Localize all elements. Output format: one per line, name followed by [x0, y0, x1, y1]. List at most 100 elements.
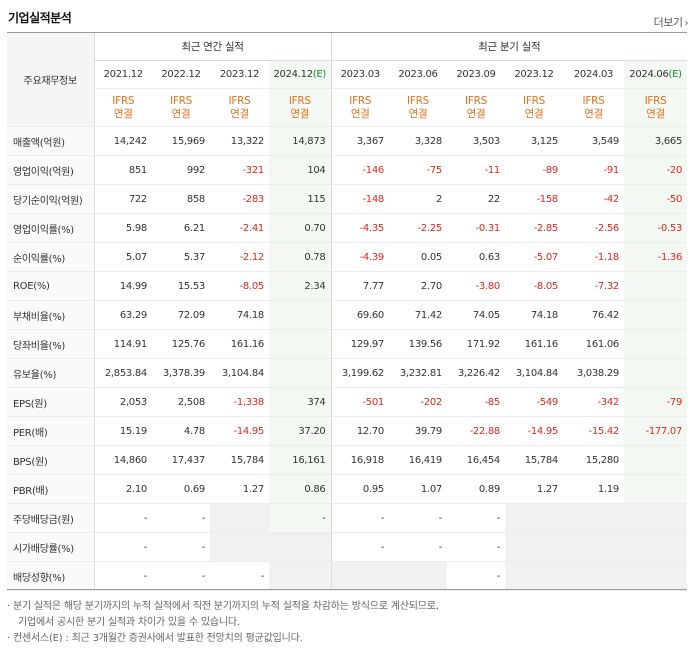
value-cell: -177.07	[624, 416, 688, 446]
period-header: 2021.12	[93, 60, 152, 89]
value-cell: 16,454	[447, 445, 505, 475]
row-label: 유보율(%)	[7, 358, 94, 388]
ifrs-consolidated-link[interactable]: IFRS 연결	[152, 88, 210, 127]
row-label: ROE(%)	[7, 271, 94, 301]
value-cell: -148	[330, 184, 389, 214]
value-cell: 2.10	[93, 474, 152, 504]
value-cell: 161.16	[505, 329, 563, 359]
period-header: 2023.06	[389, 60, 447, 89]
value-cell: 3,328	[389, 126, 447, 156]
row-label: BPS(원)	[7, 445, 94, 475]
value-cell: -14.95	[210, 416, 269, 446]
value-cell: 39.79	[389, 416, 447, 446]
ifrs-label: IFRS	[228, 94, 251, 107]
value-cell: -	[447, 561, 505, 591]
value-cell: 7.77	[330, 271, 389, 301]
value-cell: -1.18	[563, 242, 624, 272]
row-label: 당좌비율(%)	[7, 329, 94, 359]
table-row: 유보율(%) 2,853.84 3,378.39 3,104.84 3,199.62 3,…	[7, 358, 688, 388]
more-label: 더보기	[653, 16, 683, 29]
value-cell: -14.95	[505, 416, 563, 446]
value-cell: -11	[447, 155, 505, 185]
row-label: 시가배당률(%)	[7, 532, 94, 562]
ifrs-consolidated-link[interactable]: IFRS 연결	[505, 88, 563, 127]
value-cell: 16,918	[330, 445, 389, 475]
ifrs-consolidated-link[interactable]: IFRS 연결	[93, 88, 152, 127]
financial-table: 주요재무정보 최근 연간 실적 최근 분기 실적 2021.12 2022.12 2…	[7, 33, 688, 591]
value-cell: -	[93, 561, 152, 591]
consolidated-label: 연결	[466, 107, 486, 120]
period-label: 2023.06	[398, 69, 438, 80]
value-cell: 15.19	[93, 416, 152, 446]
value-cell: -	[210, 561, 269, 591]
period-label: 2022.12	[161, 69, 201, 80]
value-cell: -	[152, 561, 210, 591]
value-cell	[563, 561, 624, 591]
ifrs-label: IFRS	[112, 94, 135, 107]
value-cell: -321	[210, 155, 269, 185]
value-cell: 16,419	[389, 445, 447, 475]
value-cell: 3,199.62	[330, 358, 389, 388]
period-header: 2022.12	[152, 60, 210, 89]
consolidated-label: 연결	[290, 107, 310, 120]
value-cell: 1.27	[505, 474, 563, 504]
consolidated-label: 연결	[584, 107, 603, 120]
value-cell: 5.37	[152, 242, 210, 272]
period-header: 2024.12(E)	[269, 60, 331, 89]
table-row: 부채비율(%) 63.29 72.09 74.18 69.60 71.42 74.05 74.…	[7, 300, 688, 330]
value-cell: 3,038.29	[563, 358, 624, 388]
value-cell: 6.21	[152, 213, 210, 243]
ifrs-consolidated-link[interactable]: IFRS 연결	[389, 88, 447, 127]
value-cell: 1.27	[210, 474, 269, 504]
value-cell: -549	[505, 387, 563, 417]
value-cell	[210, 532, 269, 562]
group-annual: 최근 연간 실적	[93, 33, 331, 61]
value-cell	[505, 561, 563, 591]
row-label: PER(배)	[7, 416, 94, 446]
ifrs-consolidated-link[interactable]: IFRS 연결	[210, 88, 269, 127]
value-cell: -0.53	[624, 213, 688, 243]
table-row: 당기순이익(억원) 722 858 -283 115 -148 2 22 -158 -42 -50	[7, 184, 688, 214]
value-cell: -	[330, 532, 389, 562]
value-cell: -1.36	[624, 242, 688, 272]
value-cell: 5.07	[93, 242, 152, 272]
value-cell: -75	[389, 155, 447, 185]
value-cell: -8.05	[210, 271, 269, 301]
value-cell	[624, 329, 688, 359]
period-header: 2023.03	[330, 60, 389, 89]
value-cell: 3,378.39	[152, 358, 210, 388]
value-cell: -2.41	[210, 213, 269, 243]
value-cell	[389, 561, 447, 591]
table-row: 영업이익(억원) 851 992 -321 104 -146 -75 -11 -89 -91 -20	[7, 155, 688, 185]
table-row: 영업이익률(%) 5.98 6.21 -2.41 0.70 -4.35 -2.25 -0.31…	[7, 213, 688, 243]
period-header: 2024.03	[563, 60, 624, 89]
ifrs-consolidated-link[interactable]: IFRS 연결	[563, 88, 624, 127]
value-cell: -7.32	[563, 271, 624, 301]
value-cell: 161.06	[563, 329, 624, 359]
ifrs-consolidated-link[interactable]: IFRS 연결	[269, 88, 331, 127]
table-row: PER(배) 15.19 4.78 -14.95 37.20 12.70 39.79 -22.…	[7, 416, 688, 446]
period-header: 2023.09	[447, 60, 505, 89]
value-cell: -22.88	[447, 416, 505, 446]
consolidated-label: 연결	[408, 107, 428, 120]
more-link[interactable]: 더보기 ›	[653, 14, 689, 30]
ifrs-consolidated-link[interactable]: IFRS 연결	[624, 88, 688, 127]
estimate-mark: (E)	[668, 69, 683, 80]
table-row: 당좌비율(%) 114.91 125.76 161.16 129.97 139.56 171…	[7, 329, 688, 359]
ifrs-consolidated-link[interactable]: IFRS 연결	[447, 88, 505, 127]
row-label: 영업이익률(%)	[7, 213, 94, 243]
value-cell: 2.70	[389, 271, 447, 301]
value-cell: -146	[330, 155, 389, 185]
value-cell: 74.18	[210, 300, 269, 330]
footnote-quarterly: · 분기 실적은 해당 분기까지의 누적 실적에서 직전 분기까지의 누적 실적…	[7, 601, 439, 612]
value-cell: 3,232.81	[389, 358, 447, 388]
table-row: 시가배당률(%) - - - - -	[7, 532, 688, 562]
ifrs-consolidated-link[interactable]: IFRS 연결	[330, 88, 389, 127]
table-row: PBR(배) 2.10 0.69 1.27 0.86 0.95 1.07 0.89 1.27 1.…	[7, 474, 688, 504]
value-cell	[505, 503, 563, 533]
value-cell: -	[93, 532, 152, 562]
section-title: 기업실적분석	[8, 11, 72, 25]
table-bottom-border	[7, 589, 687, 590]
consolidated-label: 연결	[230, 107, 249, 120]
value-cell: -5.07	[505, 242, 563, 272]
